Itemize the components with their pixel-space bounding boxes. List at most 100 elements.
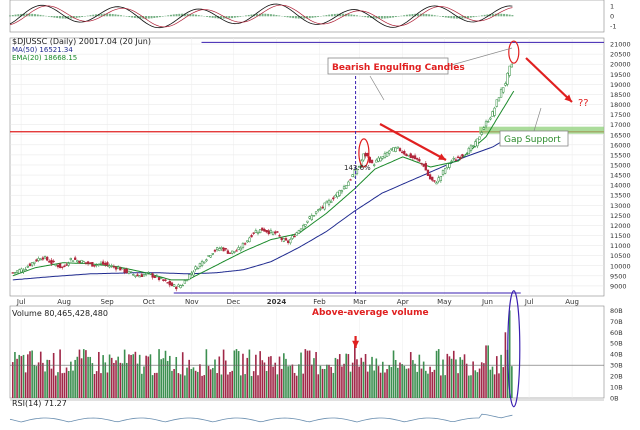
volume-tick-label: 80B <box>610 307 623 315</box>
candle-body <box>87 262 89 264</box>
candle-body <box>178 285 180 287</box>
histogram-bar <box>309 16 311 18</box>
candle-body <box>150 273 152 274</box>
candle-body <box>61 267 63 268</box>
candle-body <box>16 271 18 273</box>
histogram-bar <box>42 15 44 16</box>
histogram-bar <box>325 15 327 16</box>
histogram-bar <box>287 16 289 17</box>
rsi-header: RSI(14) 71.27 <box>12 399 67 408</box>
volume-bar <box>244 374 246 398</box>
candle-body <box>126 269 128 273</box>
volume-bar <box>169 356 171 398</box>
candle-body <box>212 253 214 254</box>
candle-body <box>337 192 339 197</box>
volume-bar <box>474 370 476 398</box>
volume-bar <box>158 349 160 398</box>
volume-bar <box>57 372 59 398</box>
candle-body <box>399 148 401 150</box>
candle-body <box>292 236 294 239</box>
candle-body <box>489 118 491 119</box>
candle-body <box>455 160 457 161</box>
candle-body <box>210 255 212 257</box>
volume-bar <box>122 363 124 398</box>
candle-body <box>444 168 446 173</box>
ema20-line <box>13 91 514 280</box>
volume-bar <box>352 363 354 398</box>
candle-body <box>380 158 382 161</box>
candle-body <box>300 229 302 232</box>
volume-bar <box>479 369 481 398</box>
volume-bar <box>178 373 180 398</box>
volume-bar <box>236 349 238 398</box>
candle-body <box>459 157 461 158</box>
volume-bar <box>302 374 304 398</box>
volume-bar <box>21 356 23 398</box>
candle-body <box>390 149 392 150</box>
volume-bar <box>147 357 149 398</box>
histogram-bar <box>384 16 386 18</box>
candle-body <box>328 200 330 204</box>
candle-body <box>498 98 500 101</box>
volume-bar <box>315 352 317 398</box>
candle-body <box>201 261 203 265</box>
histogram-bar <box>506 14 508 16</box>
histogram-bar <box>126 16 128 17</box>
volume-bar <box>311 365 313 398</box>
volume-bar <box>255 355 257 398</box>
candle-body <box>365 153 367 156</box>
volume-bar <box>23 355 25 398</box>
volume-bar <box>279 357 281 398</box>
candle-body <box>36 260 38 262</box>
candle-body <box>502 88 504 93</box>
histogram-bar <box>367 16 369 18</box>
histogram-bar <box>423 14 425 16</box>
histogram-bar <box>262 14 264 17</box>
volume-bar <box>285 359 287 398</box>
volume-bar <box>440 375 442 398</box>
histogram-bar <box>445 16 447 17</box>
projected-decline-arrow <box>526 58 572 102</box>
histogram-bar <box>400 16 402 17</box>
volume-bar <box>449 356 451 398</box>
histogram-bar <box>386 16 388 18</box>
volume-bar <box>292 365 294 398</box>
volume-bar <box>180 374 182 398</box>
candle-body <box>436 183 438 184</box>
volume-bar <box>328 365 330 398</box>
histogram-bar <box>78 16 80 17</box>
candle-body <box>504 83 506 85</box>
volume-bar <box>399 363 401 398</box>
volume-bar <box>102 355 104 398</box>
candle-body <box>186 280 188 281</box>
histogram-bar <box>245 15 247 16</box>
histogram-bar <box>295 16 297 18</box>
candle-body <box>152 274 154 278</box>
histogram-bar <box>292 16 294 18</box>
time-tick-label: Sep <box>101 298 115 306</box>
volume-bar <box>354 341 356 398</box>
candle-body <box>33 262 35 263</box>
candle-body <box>236 251 238 252</box>
volume-bar <box>348 354 350 398</box>
volume-arrow-head <box>352 341 359 348</box>
price-tick-label: 11500 <box>610 232 631 240</box>
volume-bar <box>414 364 416 398</box>
volume-bar <box>277 374 279 398</box>
volume-bar <box>221 374 223 398</box>
volume-bar <box>109 355 111 398</box>
candle-body <box>261 228 263 231</box>
candle-body <box>386 153 388 157</box>
volume-bar <box>51 369 53 398</box>
candle-body <box>507 73 509 84</box>
price-tick-label: 20500 <box>610 51 631 59</box>
candle-body <box>240 248 242 250</box>
candle-body <box>53 261 55 262</box>
candle-body <box>421 163 423 164</box>
histogram-bar <box>170 15 172 16</box>
candle-body <box>317 210 319 211</box>
histogram-bar <box>411 14 413 16</box>
volume-bar <box>238 351 240 398</box>
volume-bar <box>345 354 347 398</box>
